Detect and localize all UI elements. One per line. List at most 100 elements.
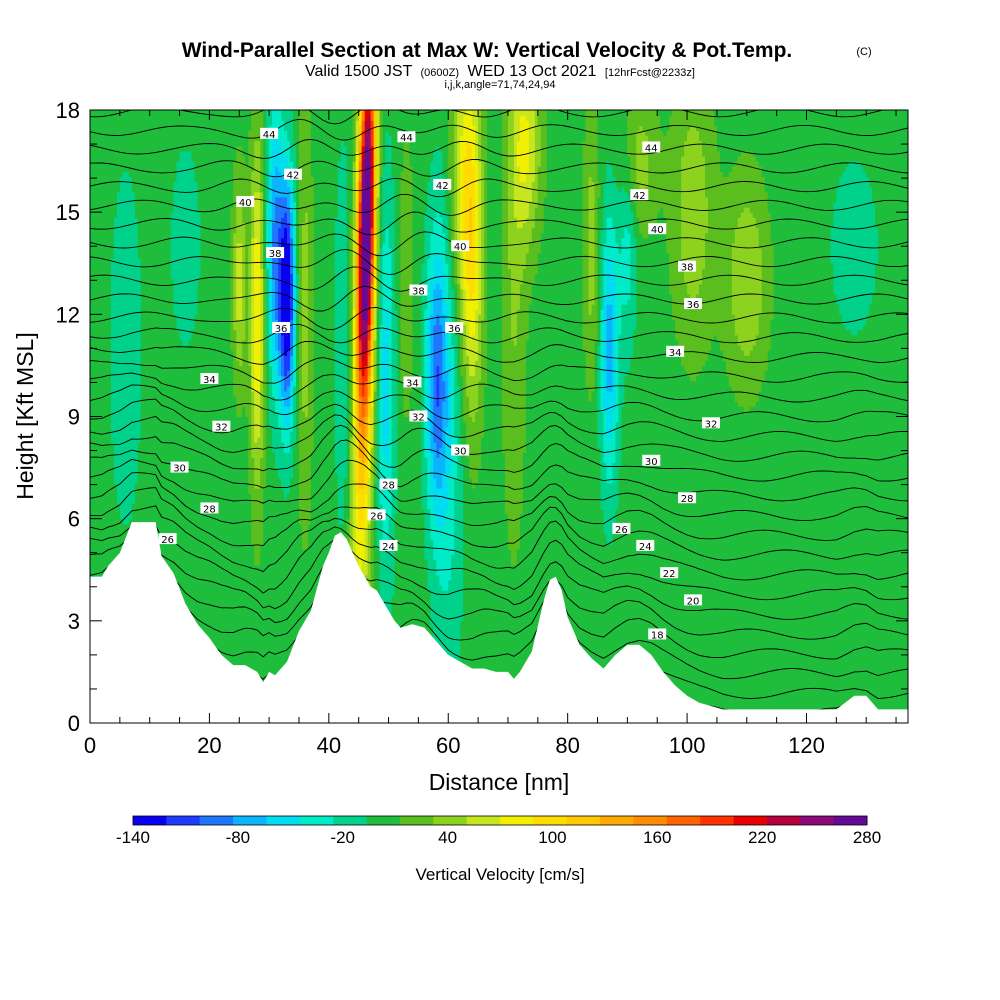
velocity-cell: [155, 396, 160, 402]
velocity-cell: [125, 115, 130, 121]
velocity-cell: [110, 533, 115, 540]
velocity-cell: [122, 365, 127, 372]
velocity-cell: [113, 309, 118, 315]
velocity-cell: [164, 559, 169, 566]
velocity-cell: [137, 120, 142, 126]
velocity-cell: [119, 431, 124, 438]
velocity-cell: [110, 554, 115, 561]
velocity-cell: [113, 344, 118, 351]
velocity-cell: [90, 283, 94, 290]
velocity-cell: [149, 140, 154, 147]
velocity-cell: [152, 329, 157, 336]
velocity-cell: [140, 161, 145, 167]
velocity-cell: [107, 181, 112, 188]
velocity-cell: [98, 564, 103, 571]
velocity-cell: [122, 421, 127, 428]
velocity-cell: [110, 212, 115, 218]
velocity-cell: [164, 457, 169, 464]
velocity-cell: [176, 544, 181, 550]
velocity-cell: [137, 411, 142, 418]
velocity-cell: [143, 155, 148, 162]
velocity-cell: [167, 401, 172, 407]
velocity-cell: [173, 472, 178, 479]
velocity-cell: [95, 488, 100, 494]
velocity-cell: [167, 344, 172, 351]
velocity-cell: [131, 385, 136, 392]
velocity-cell: [90, 508, 94, 515]
velocity-cell: [143, 258, 148, 264]
velocity-cell: [152, 406, 157, 412]
velocity-cell: [140, 360, 145, 367]
velocity-cell: [122, 263, 127, 269]
velocity-cell: [101, 554, 106, 561]
velocity-cell: [155, 150, 160, 157]
velocity-cell: [113, 549, 118, 556]
velocity-cell: [119, 544, 124, 550]
velocity-cell: [90, 539, 94, 545]
velocity-cell: [155, 299, 160, 305]
velocity-cell: [128, 207, 133, 213]
velocity-cell: [110, 125, 115, 132]
velocity-cell: [149, 304, 154, 310]
velocity-cell: [98, 518, 103, 525]
velocity-cell: [164, 283, 169, 290]
velocity-cell: [170, 130, 175, 137]
velocity-cell: [158, 135, 163, 142]
velocity-cell: [131, 472, 136, 479]
velocity-cell: [134, 406, 139, 412]
velocity-cell: [107, 222, 112, 229]
forecast-info: [12hrFcst@2233z]: [605, 67, 695, 79]
velocity-cell: [125, 380, 130, 387]
velocity-cell: [137, 513, 142, 520]
velocity-cell: [170, 493, 175, 499]
velocity-cell: [128, 120, 133, 126]
velocity-cell: [155, 508, 160, 515]
velocity-cell: [143, 125, 148, 132]
velocity-cell: [146, 207, 151, 213]
velocity-cell: [140, 283, 145, 290]
velocity-cell: [173, 299, 178, 305]
velocity-cell: [95, 191, 100, 198]
velocity-cell: [92, 462, 97, 469]
velocity-cell: [134, 161, 139, 167]
velocity-cell: [170, 375, 175, 382]
velocity-cell: [152, 227, 157, 234]
velocity-cell: [104, 120, 109, 126]
velocity-cell: [131, 477, 136, 484]
velocity-cell: [152, 365, 157, 372]
velocity-cell: [155, 227, 160, 234]
velocity-cell: [173, 350, 178, 356]
velocity-cell: [90, 426, 94, 433]
velocity-cell: [170, 457, 175, 464]
velocity-cell: [155, 375, 160, 382]
velocity-cell: [125, 155, 130, 162]
velocity-cell: [104, 222, 109, 229]
velocity-cell: [131, 401, 136, 407]
velocity-cell: [158, 217, 163, 223]
velocity-cell: [176, 564, 181, 571]
velocity-cell: [158, 120, 163, 126]
velocity-cell: [173, 370, 178, 377]
velocity-cell: [143, 334, 148, 341]
velocity-cell: [104, 472, 109, 479]
velocity-cell: [143, 462, 148, 469]
velocity-cell: [122, 171, 127, 178]
velocity-cell: [113, 375, 118, 382]
velocity-cell: [164, 554, 169, 561]
velocity-cell: [158, 293, 163, 300]
velocity-cell: [149, 171, 154, 178]
velocity-cell: [101, 207, 106, 213]
velocity-cell: [125, 385, 130, 392]
velocity-cell: [146, 350, 151, 356]
velocity-cell: [146, 462, 151, 469]
velocity-cell: [143, 176, 148, 183]
velocity-cell: [128, 166, 133, 172]
velocity-cell: [140, 498, 145, 504]
velocity-cell: [131, 350, 136, 356]
velocity-cell: [134, 212, 139, 218]
velocity-cell: [140, 390, 145, 397]
velocity-cell: [158, 232, 163, 239]
copyright-mark: (C): [856, 46, 871, 58]
velocity-cell: [125, 319, 130, 326]
velocity-cell: [98, 498, 103, 504]
